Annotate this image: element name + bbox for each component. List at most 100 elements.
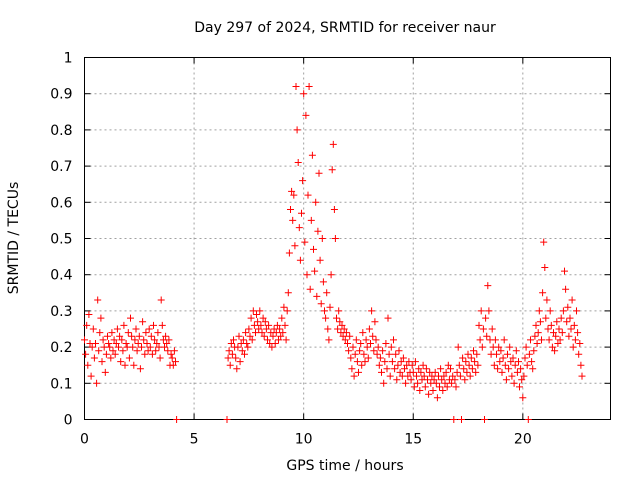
- y-tick-label: 0.1: [50, 376, 72, 392]
- data-point: [577, 361, 585, 369]
- data-point: [87, 372, 95, 380]
- data-point: [535, 307, 543, 315]
- data-point: [539, 289, 547, 297]
- data-point: [254, 318, 262, 326]
- data-point: [540, 238, 548, 246]
- data-point: [455, 361, 463, 369]
- data-point: [576, 340, 584, 347]
- data-point: [498, 368, 506, 376]
- data-point: [312, 198, 320, 206]
- data-point: [285, 249, 293, 257]
- data-point: [81, 336, 88, 344]
- data-point: [407, 376, 415, 384]
- x-tick-label: 0: [80, 432, 89, 448]
- data-point: [348, 365, 356, 373]
- data-point: [484, 282, 492, 290]
- data-point: [349, 343, 357, 351]
- data-point: [275, 336, 282, 344]
- data-point: [533, 340, 541, 347]
- data-point: [508, 372, 516, 380]
- data-point: [401, 365, 408, 373]
- data-point: [262, 325, 270, 333]
- data-point: [323, 289, 331, 297]
- data-point: [410, 383, 418, 391]
- data-point: [481, 416, 488, 423]
- data-point: [290, 191, 298, 199]
- data-point: [409, 368, 417, 376]
- y-tick-label: 0: [64, 413, 73, 429]
- data-point: [293, 126, 301, 134]
- data-point: [243, 340, 251, 347]
- data-point: [154, 329, 162, 337]
- data-point: [509, 354, 517, 362]
- data-point: [379, 347, 387, 355]
- data-point: [521, 354, 529, 362]
- data-point: [278, 314, 286, 322]
- data-point: [313, 292, 321, 300]
- data-point: [502, 376, 510, 384]
- data-point: [287, 206, 294, 213]
- data-point: [276, 325, 284, 333]
- data-point: [547, 321, 555, 329]
- data-point: [242, 329, 250, 337]
- data-point: [416, 387, 424, 394]
- data-point: [289, 216, 297, 224]
- data-point: [429, 387, 437, 394]
- data-point: [106, 343, 114, 351]
- data-point: [120, 321, 128, 329]
- data-point: [501, 361, 509, 369]
- data-point: [397, 358, 405, 366]
- data-point: [360, 350, 368, 358]
- data-point: [335, 307, 343, 315]
- data-point: [291, 242, 299, 250]
- data-point: [269, 332, 277, 340]
- data-point: [441, 379, 449, 387]
- data-point: [264, 336, 271, 344]
- data-point: [369, 332, 377, 340]
- data-point: [411, 358, 419, 366]
- data-point: [387, 343, 395, 351]
- data-point: [488, 325, 496, 333]
- data-point: [390, 336, 397, 344]
- data-point: [299, 177, 307, 185]
- data-point: [331, 235, 339, 242]
- data-point: [246, 332, 254, 340]
- data-point: [468, 365, 476, 373]
- data-point: [479, 325, 487, 333]
- data-point: [342, 329, 350, 337]
- data-point: [564, 303, 572, 311]
- data-point: [302, 111, 310, 119]
- data-point: [253, 311, 260, 318]
- data-point: [376, 354, 384, 362]
- data-point: [371, 318, 379, 326]
- data-point: [158, 321, 166, 329]
- data-point: [517, 365, 525, 373]
- data-point: [438, 376, 446, 384]
- data-point: [421, 383, 429, 391]
- data-point: [84, 361, 92, 369]
- data-point: [350, 372, 358, 380]
- data-point: [355, 368, 362, 376]
- data-point: [516, 383, 523, 391]
- data-point: [314, 227, 322, 235]
- data-point: [541, 264, 549, 271]
- data-point: [279, 329, 287, 337]
- data-point: [304, 191, 312, 199]
- data-point: [146, 343, 154, 351]
- data-point: [292, 83, 300, 90]
- data-point: [124, 329, 132, 337]
- data-point: [256, 307, 264, 315]
- data-point: [261, 318, 269, 326]
- plot-frame: [84, 57, 611, 420]
- data-point: [352, 336, 360, 344]
- data-point: [144, 347, 152, 355]
- data-point: [557, 314, 565, 322]
- data-point: [169, 361, 177, 369]
- data-point: [378, 368, 385, 376]
- data-point: [428, 372, 436, 380]
- data-point: [513, 368, 521, 376]
- data-point: [338, 321, 346, 329]
- data-point: [452, 383, 460, 391]
- data-point: [545, 336, 553, 344]
- data-point: [453, 368, 461, 376]
